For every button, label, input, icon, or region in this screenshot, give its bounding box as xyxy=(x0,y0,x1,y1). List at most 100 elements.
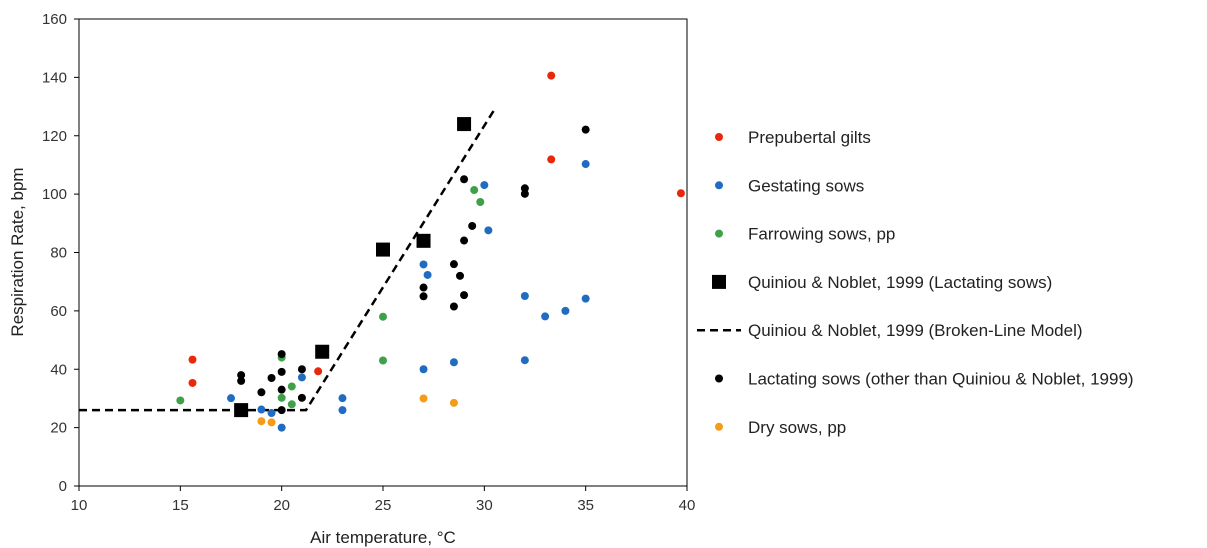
legend-label: Quiniou & Noblet, 1999 (Lactating sows) xyxy=(748,273,1052,292)
data-point xyxy=(297,365,306,374)
data-point xyxy=(547,71,556,80)
data-point xyxy=(520,184,529,193)
data-point xyxy=(277,367,286,376)
y-tick-label: 0 xyxy=(59,478,67,495)
data-point xyxy=(267,409,276,418)
data-point xyxy=(338,406,347,415)
data-point xyxy=(314,367,323,376)
legend-label: Lactating sows (other than Quiniou & Nob… xyxy=(748,370,1134,389)
data-point xyxy=(484,226,493,235)
data-point xyxy=(277,385,286,394)
data-point xyxy=(176,396,185,405)
data-point-square xyxy=(376,242,390,257)
legend-swatch xyxy=(715,181,723,190)
data-point xyxy=(419,394,428,403)
legend-swatch xyxy=(715,422,723,431)
y-tick-label: 160 xyxy=(42,11,67,28)
data-point xyxy=(297,393,306,402)
y-tick-label: 100 xyxy=(42,186,67,203)
data-point xyxy=(476,198,485,207)
x-tick-label: 40 xyxy=(679,497,696,514)
data-point xyxy=(581,160,590,169)
data-point xyxy=(257,405,266,414)
y-tick-label: 20 xyxy=(50,420,67,437)
data-point xyxy=(237,376,246,385)
series-quiniou-noblet-1999-broken-line-model xyxy=(79,108,496,412)
data-point xyxy=(277,393,286,402)
legend-label: Gestating sows xyxy=(748,176,864,195)
data-point xyxy=(468,221,477,230)
series-dry-sows-pp xyxy=(257,394,458,427)
y-tick-label: 80 xyxy=(50,245,67,262)
legend-item-lactating-sows-other-than-quiniou-noblet-1999: Lactating sows (other than Quiniou & Nob… xyxy=(715,370,1134,389)
data-point xyxy=(449,358,458,367)
data-point xyxy=(237,371,246,380)
legend-item-quiniou-noblet-1999-broken-line-model: Quiniou & Noblet, 1999 (Broken-Line Mode… xyxy=(697,321,1083,340)
data-point xyxy=(676,189,685,198)
x-tick-label: 20 xyxy=(273,497,290,514)
data-point xyxy=(581,125,590,134)
series-gestating-sows xyxy=(227,160,590,432)
data-point-square xyxy=(234,403,249,418)
y-tick-label: 120 xyxy=(42,128,67,145)
x-tick-label: 10 xyxy=(71,497,88,514)
data-point-square xyxy=(315,344,330,359)
legend-label: Quiniou & Noblet, 1999 (Broken-Line Mode… xyxy=(748,321,1083,340)
legend-label: Farrowing sows, pp xyxy=(748,225,895,244)
data-point xyxy=(277,406,286,415)
legend-label: Prepubertal gilts xyxy=(748,128,871,147)
legend-swatch xyxy=(715,229,723,238)
data-point xyxy=(581,294,590,303)
series-lactating-sows-other-than-quiniou-noblet-1999 xyxy=(237,125,590,415)
data-point xyxy=(460,291,469,300)
y-tick-label: 40 xyxy=(50,361,67,378)
broken-line-model xyxy=(79,108,496,412)
y-tick-label: 60 xyxy=(50,303,67,320)
data-point xyxy=(188,378,197,387)
data-point xyxy=(520,291,529,300)
legend-item-gestating-sows: Gestating sows xyxy=(715,176,864,195)
data-point xyxy=(541,312,550,321)
data-point xyxy=(460,175,469,184)
data-point xyxy=(267,374,276,383)
data-point xyxy=(267,418,276,427)
y-axis-label: Respiration Rate, bpm xyxy=(8,167,27,336)
y-tick-label: 140 xyxy=(42,69,67,86)
data-point xyxy=(379,356,387,365)
series-layer xyxy=(79,71,685,432)
data-point xyxy=(297,373,306,382)
data-point xyxy=(419,365,428,374)
data-point xyxy=(277,350,286,359)
data-point xyxy=(287,400,296,409)
data-point xyxy=(449,260,458,269)
legend-item-farrowing-sows-pp: Farrowing sows, pp xyxy=(715,225,895,244)
data-point-square xyxy=(457,117,472,132)
series-prepubertal-gilts xyxy=(188,71,685,387)
data-point xyxy=(287,382,296,391)
x-tick-label: 35 xyxy=(577,497,594,514)
data-point xyxy=(547,155,556,164)
data-point xyxy=(277,423,286,432)
data-point xyxy=(419,292,428,301)
data-point xyxy=(227,394,235,403)
data-point xyxy=(423,270,432,279)
legend-label: Dry sows, pp xyxy=(748,418,846,437)
y-axis-ticks: 0 20 40 60 80 100 120 140 160 xyxy=(42,11,79,495)
data-point xyxy=(257,388,266,397)
legend-item-quiniou-noblet-1999-lactating-sows: Quiniou & Noblet, 1999 (Lactating sows) xyxy=(712,273,1052,292)
legend-item-dry-sows-pp: Dry sows, pp xyxy=(715,418,846,437)
data-point xyxy=(520,189,529,198)
data-point xyxy=(419,283,428,292)
data-point xyxy=(470,186,479,195)
data-point-square xyxy=(416,233,431,248)
x-axis-ticks: 10 15 20 25 30 35 40 xyxy=(71,486,696,514)
data-point xyxy=(338,394,347,403)
legend: Prepubertal gilts Gestating sows Farrowing… xyxy=(697,128,1134,437)
legend-swatch xyxy=(712,274,726,289)
data-point xyxy=(456,271,465,280)
data-point xyxy=(520,356,529,365)
legend-item-prepubertal-gilts: Prepubertal gilts xyxy=(715,128,871,147)
data-point xyxy=(449,398,458,407)
x-axis-label: Air temperature, °C xyxy=(310,528,456,547)
